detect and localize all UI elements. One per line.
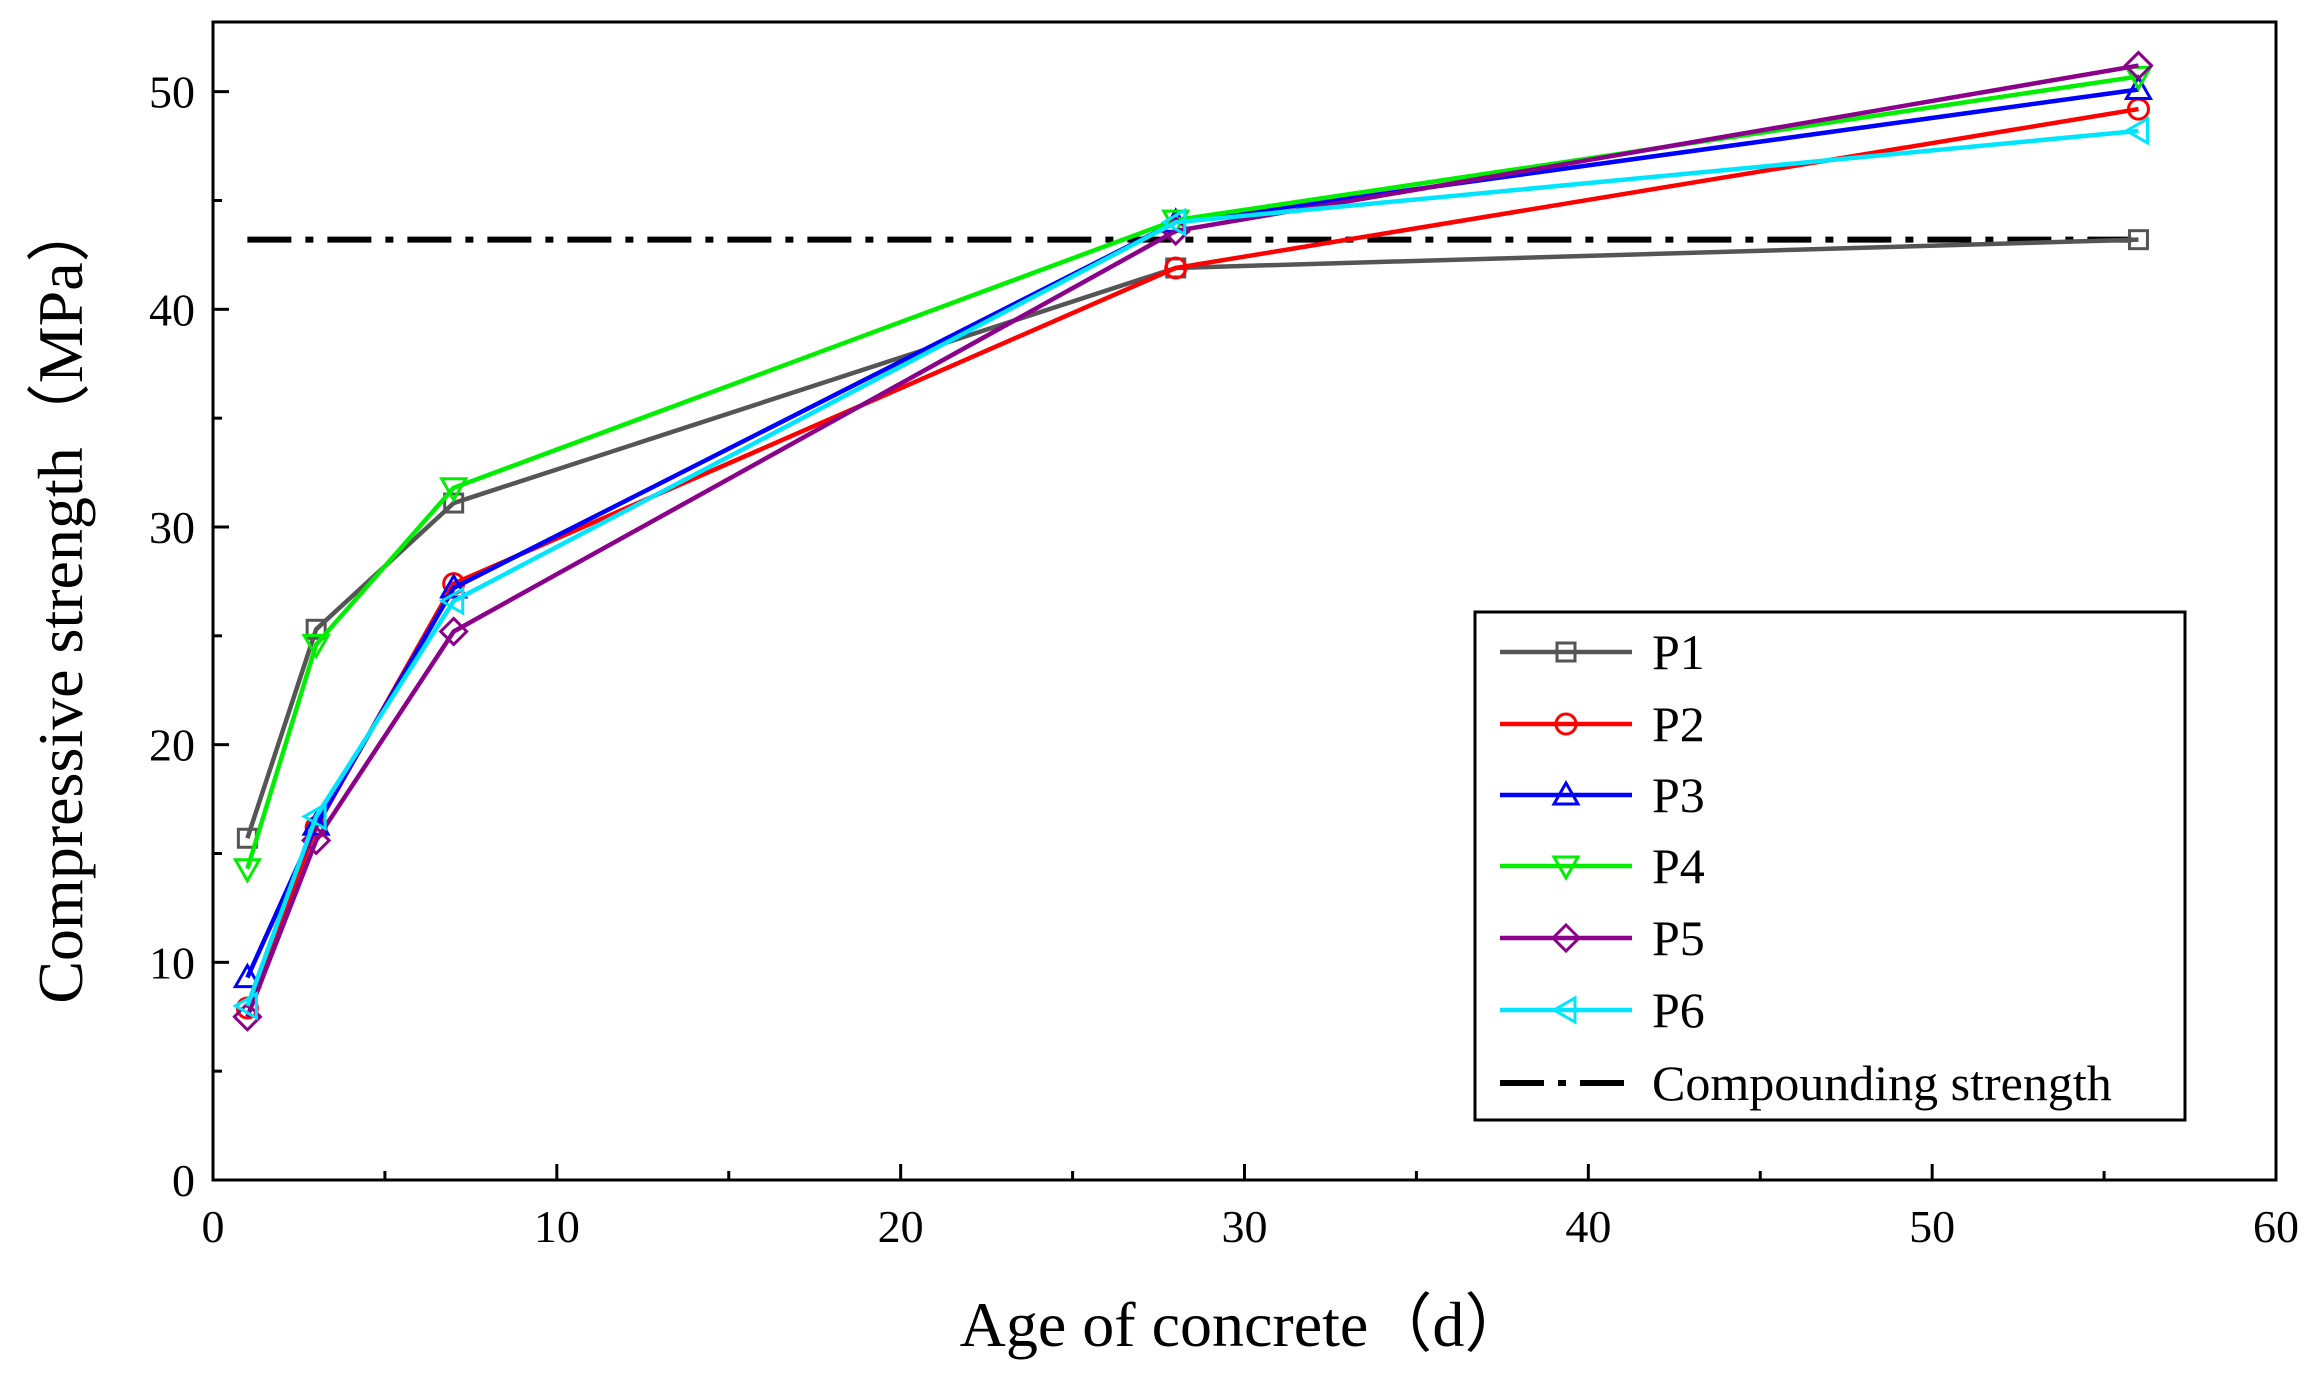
data-point-p3: [232, 962, 262, 989]
data-point-p1: [305, 618, 327, 640]
data-point-p4: [232, 858, 262, 884]
data-point-p3: [2123, 74, 2154, 100]
y-axis: 0 10 20 30 40 50: [149, 67, 229, 1206]
data-point-p5: [2123, 50, 2154, 81]
y-axis-title: Compressive strength（MPa）: [25, 198, 96, 1003]
x-tick-label: 30: [1222, 1201, 1268, 1252]
data-point-p4: [439, 477, 469, 503]
series-line-p4: [245, 74, 2139, 870]
data-point-p1: [443, 492, 465, 514]
legend-label: Compounding strength: [1652, 1055, 2112, 1111]
x-tick-label: 0: [202, 1201, 225, 1252]
legend-marker: [1551, 779, 1581, 806]
x-axis-title: Age of concrete（d）: [960, 1289, 1529, 1360]
series-p1: [236, 229, 2149, 849]
x-tick-label: 20: [878, 1201, 924, 1252]
y-tick-label: 50: [149, 67, 195, 118]
legend-label: P3: [1652, 767, 1705, 823]
legend-label: P6: [1652, 982, 1705, 1038]
data-point-p6: [2123, 116, 2149, 146]
data-point-p6: [1160, 207, 1187, 237]
series-line-p2: [245, 106, 2139, 1009]
y-tick-label: 10: [149, 937, 195, 988]
x-tick-label: 50: [1909, 1201, 1955, 1252]
data-point-p6: [301, 801, 327, 832]
legend: P1 P2 P3 P4 P5 P6 Compounding strength: [1473, 610, 2187, 1122]
series-line-p5: [245, 63, 2139, 1018]
data-point-p3: [439, 572, 469, 599]
legend-label: P4: [1652, 838, 1705, 894]
legend-marker: [1555, 641, 1577, 663]
x-tick-label: 60: [2253, 1201, 2299, 1252]
series-layer: [232, 50, 2154, 1032]
data-point-p6: [438, 586, 465, 616]
data-point-p2: [1164, 256, 1188, 280]
y-tick-label: 20: [149, 720, 195, 771]
data-point-p5: [438, 616, 469, 647]
series-p5: [232, 50, 2154, 1032]
legend-marker: [1550, 995, 1577, 1025]
series-line-p1: [245, 237, 2139, 839]
y-tick-label: 0: [172, 1155, 195, 1206]
legend-marker: [1554, 712, 1578, 736]
legend-marker: [1550, 922, 1582, 954]
legend-label: P2: [1652, 696, 1705, 752]
y-tick-label: 30: [149, 502, 195, 553]
data-point-p4: [301, 634, 331, 660]
series-line-p6: [245, 128, 2139, 1007]
x-tick-label: 40: [1565, 1201, 1611, 1252]
x-axis: 0 10 20 30 40 50 60: [202, 1164, 2299, 1252]
y-tick-label: 40: [149, 284, 195, 335]
x-tick-label: 10: [534, 1201, 580, 1252]
legend-label: P5: [1652, 910, 1705, 966]
data-point-p1: [2127, 229, 2149, 251]
series-p6: [232, 116, 2149, 1021]
legend-marker: [1551, 855, 1581, 882]
legend-label: P1: [1652, 624, 1705, 680]
data-point-p3: [301, 810, 331, 836]
data-point-p6: [232, 991, 258, 1021]
